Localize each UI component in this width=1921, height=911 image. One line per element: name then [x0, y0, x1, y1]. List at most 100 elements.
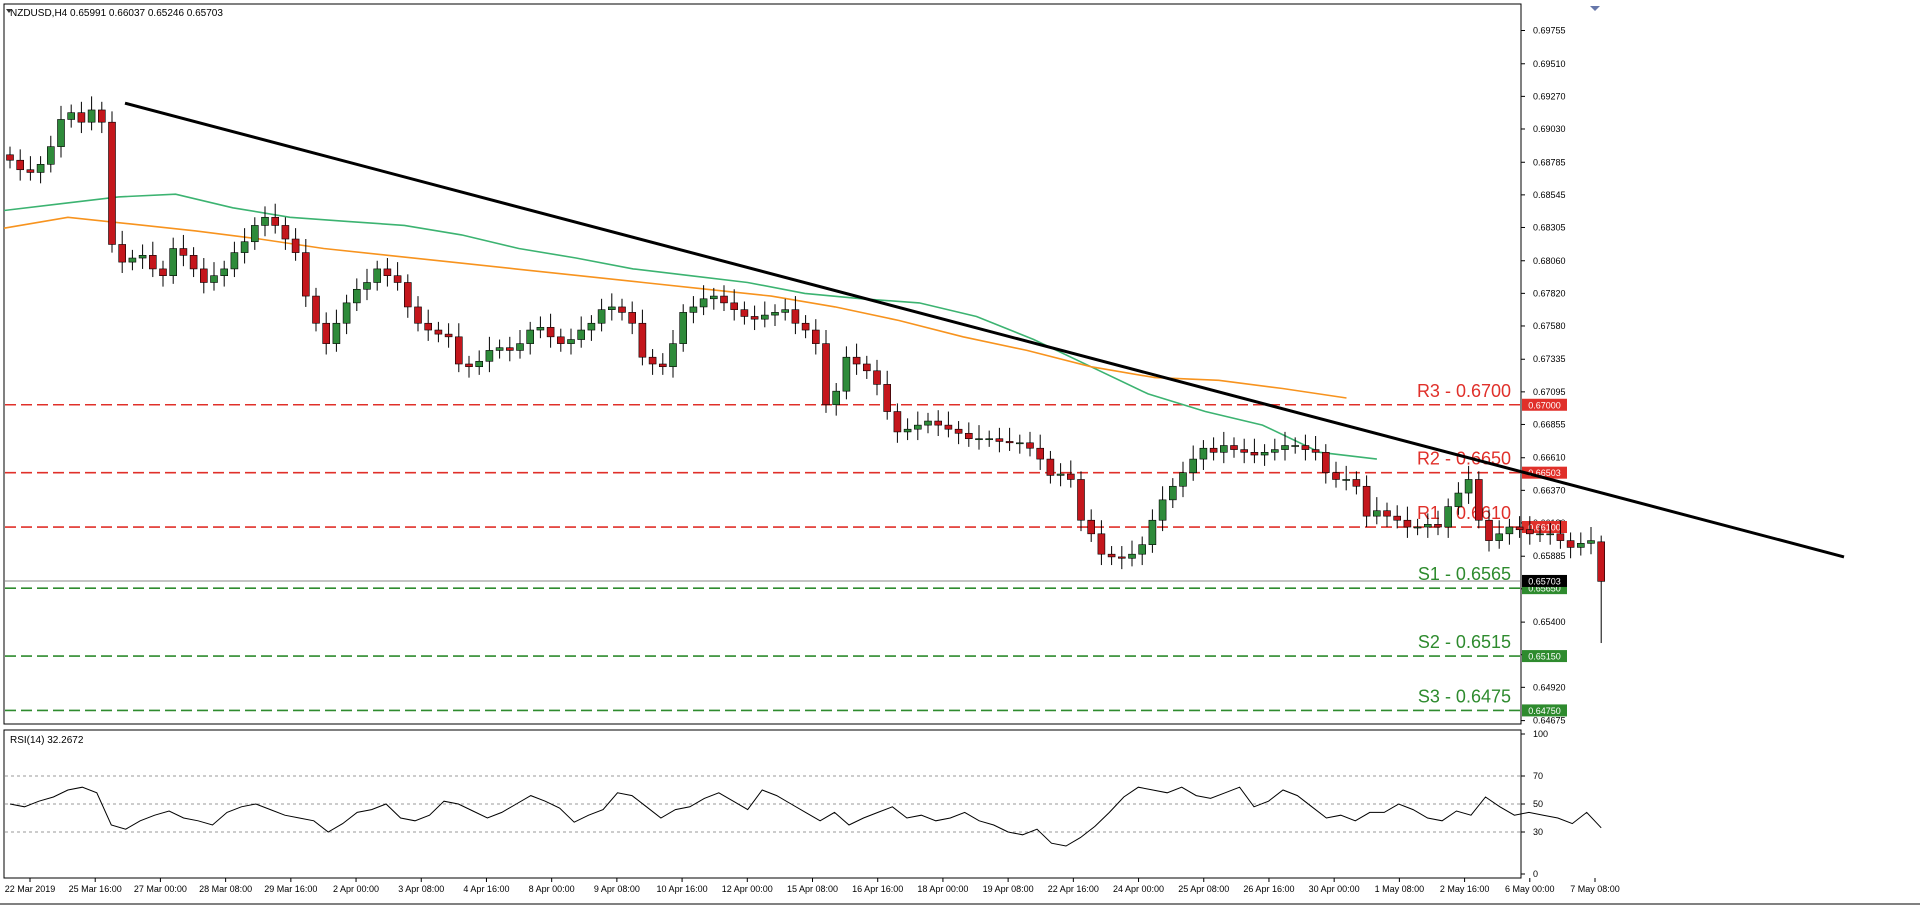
x-tick-label: 27 Mar 00:00: [134, 884, 187, 894]
candle-bull: [771, 312, 779, 316]
candle-bear: [16, 159, 25, 171]
candle-bull: [1148, 519, 1157, 545]
candle-bear: [1311, 449, 1320, 453]
candle-bull: [1546, 533, 1554, 536]
candle-bull: [1373, 510, 1381, 517]
y-tick-label: 0.66370: [1533, 485, 1566, 495]
rsi-tick-label: 30: [1533, 827, 1543, 837]
candle-bull: [1015, 442, 1024, 445]
candle-bull: [373, 268, 382, 283]
candle-bear: [189, 255, 198, 270]
candle-bear: [1230, 445, 1238, 450]
candle-bear: [149, 255, 157, 270]
candle-bear: [1077, 479, 1085, 521]
candle-bull: [536, 327, 545, 331]
y-tick-label: 0.69270: [1533, 91, 1566, 101]
candle-bear: [383, 268, 392, 276]
candle-bull: [1413, 526, 1422, 529]
candle-bear: [271, 216, 280, 226]
level-label-resistance: R1 - 0.6610: [1417, 503, 1511, 523]
candle-bear: [995, 438, 1004, 442]
x-tick-label: 15 Apr 08:00: [787, 884, 838, 894]
trendline: [124, 101, 1845, 559]
candle-bull: [67, 112, 75, 120]
candle-bear: [159, 268, 167, 276]
level-price-tag-text: 0.67000: [1528, 400, 1561, 410]
level-price-tag-text: 0.65650: [1528, 584, 1561, 594]
candle-bull: [363, 282, 371, 290]
x-tick-label: 25 Apr 08:00: [1178, 884, 1229, 894]
x-tick-label: 1 May 08:00: [1375, 884, 1425, 894]
rsi-tick-label: 100: [1533, 729, 1548, 739]
candle-bear: [291, 238, 300, 253]
candle-bear: [118, 244, 126, 263]
candle-bull: [679, 312, 688, 344]
candle-bear: [883, 384, 892, 412]
candle-bull: [342, 302, 351, 324]
x-tick-label: 2 Apr 00:00: [333, 884, 379, 894]
x-tick-label: 28 Mar 08:00: [199, 884, 252, 894]
candle-bear: [1352, 479, 1361, 487]
candle-bull: [36, 164, 45, 173]
candle-bull: [597, 309, 606, 324]
candle-bull: [1291, 445, 1299, 447]
candle-bull: [210, 275, 218, 283]
x-tick-label: 25 Mar 16:00: [69, 884, 122, 894]
x-tick-label: 3 Apr 08:00: [398, 884, 444, 894]
candle-bull: [1056, 473, 1065, 476]
candle-bear: [1005, 441, 1014, 444]
candle-bull: [1444, 506, 1452, 528]
x-tick-label: 6 May 00:00: [1505, 884, 1555, 894]
candle-bear: [658, 363, 667, 368]
candle-bear: [628, 312, 637, 324]
level-label-support: S2 - 0.6515: [1418, 632, 1511, 652]
candle-bear: [1403, 519, 1412, 528]
candle-bear: [1118, 556, 1126, 559]
candle-bull: [1454, 492, 1463, 507]
candle-bear: [638, 322, 647, 358]
level-price-tag: [1522, 398, 1567, 411]
candle-bear: [1515, 526, 1524, 531]
candle-bull: [924, 420, 932, 426]
candle-bear: [1526, 529, 1534, 535]
candle-bull: [1424, 524, 1432, 528]
current-price-tag: [1522, 574, 1567, 587]
level-label-support: S1 - 0.6565: [1418, 564, 1511, 584]
candle-bear: [618, 306, 626, 313]
candle-bear: [301, 252, 310, 297]
candles: [6, 96, 1605, 644]
x-tick-label: 9 Apr 08:00: [594, 884, 640, 894]
x-tick-label: 12 Apr 00:00: [722, 884, 773, 894]
candle-bear: [873, 370, 881, 385]
right-edge: [1919, 0, 1920, 906]
candle-bear: [750, 316, 759, 320]
candle-bull: [1169, 485, 1177, 501]
candle-bull: [1464, 479, 1473, 494]
candle-bull: [689, 306, 698, 313]
y-tick-label: 0.68545: [1533, 190, 1566, 200]
candle-bear: [414, 306, 422, 324]
candle-bear: [1322, 452, 1330, 473]
candle-bear: [424, 322, 433, 331]
y-tick-label: 0.67335: [1533, 354, 1566, 364]
candle-bear: [6, 154, 14, 161]
level-price-tag: [1522, 650, 1567, 663]
candle-bear: [556, 336, 565, 344]
candle-bear: [1362, 485, 1371, 517]
candle-bear: [281, 225, 290, 240]
candle-bear: [648, 356, 657, 365]
candle-bull: [46, 146, 55, 165]
candle-bull: [230, 252, 239, 270]
candle-bull: [128, 257, 137, 263]
x-tick-label: 18 Apr 00:00: [917, 884, 968, 894]
candle-bear: [1036, 447, 1044, 460]
candle-bear: [944, 424, 953, 430]
candle-bull: [577, 329, 586, 340]
candle-bull: [760, 314, 769, 320]
candle-bear: [791, 309, 800, 324]
candle-bear: [893, 411, 902, 433]
candle-bull: [169, 248, 177, 276]
candle-bull: [1587, 540, 1595, 544]
candle-bear: [1393, 515, 1401, 521]
candle-bull: [332, 322, 341, 344]
